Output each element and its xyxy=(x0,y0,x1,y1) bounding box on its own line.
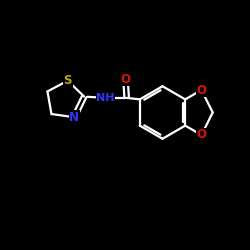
Text: O: O xyxy=(120,72,130,86)
Text: S: S xyxy=(64,74,72,87)
Text: O: O xyxy=(196,128,206,141)
Text: NH: NH xyxy=(96,93,115,103)
Text: O: O xyxy=(196,84,206,96)
Text: N: N xyxy=(69,111,79,124)
